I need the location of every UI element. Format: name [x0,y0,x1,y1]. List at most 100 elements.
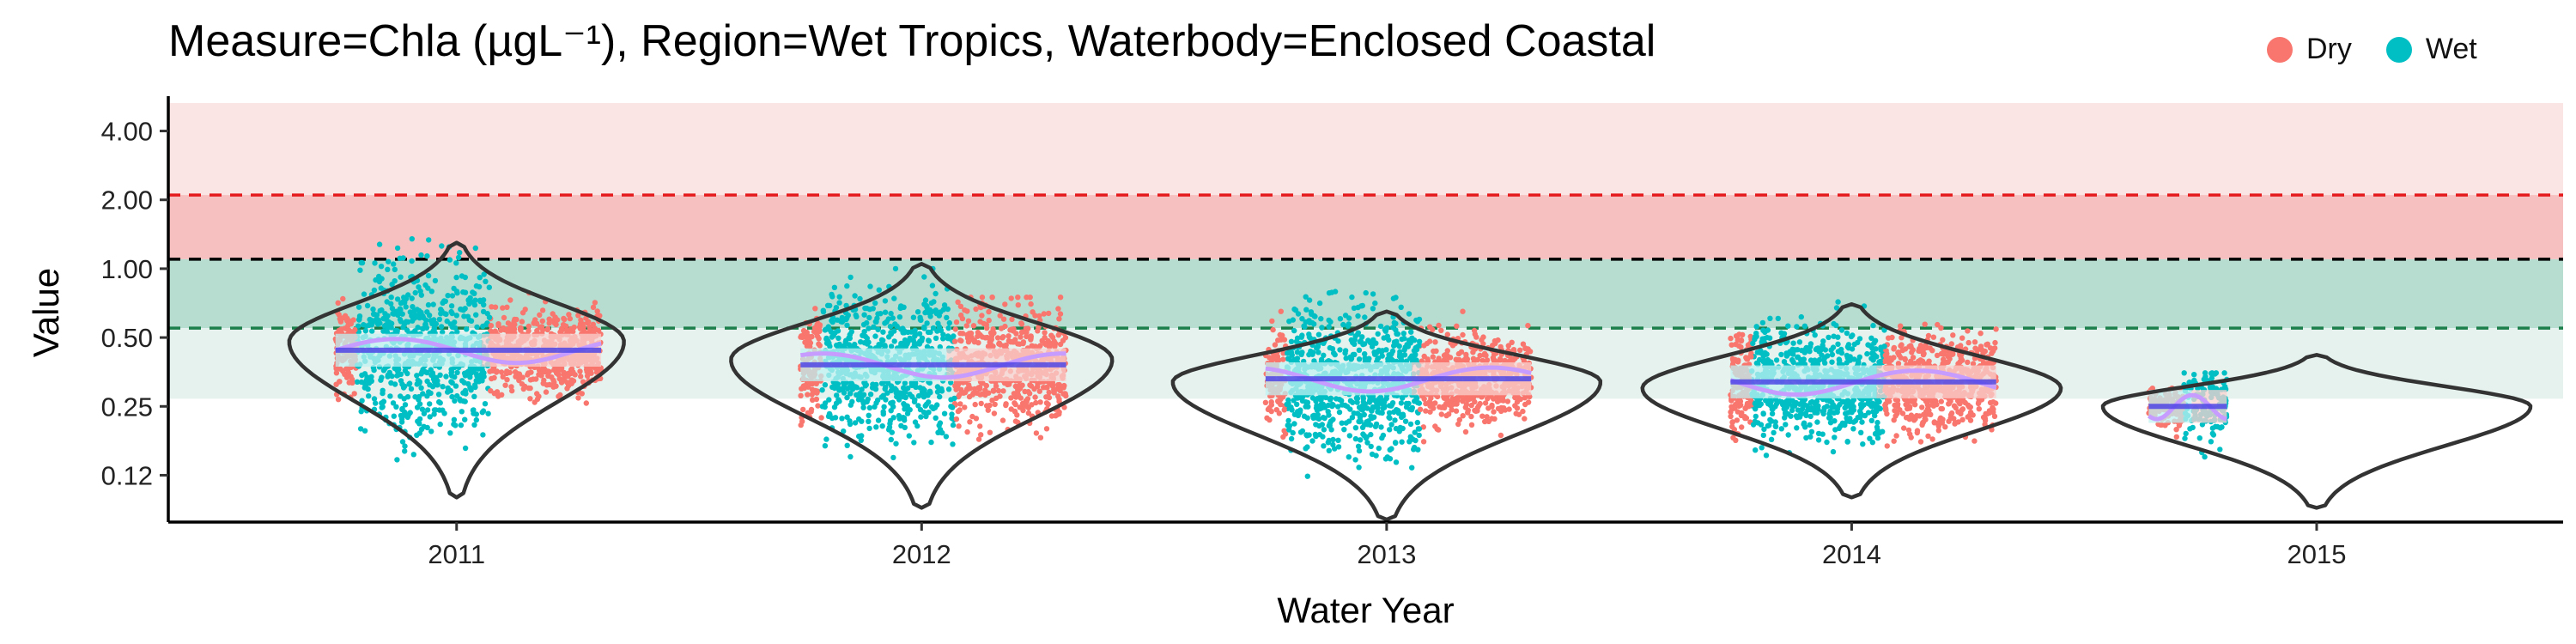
data-point [570,369,576,375]
data-point [355,323,361,329]
data-point [808,409,814,415]
data-point [370,306,376,313]
data-point [941,302,948,308]
data-point [1356,347,1363,353]
data-point [394,457,400,463]
data-point [556,393,562,399]
data-point [977,423,983,429]
data-point [921,274,927,280]
data-point [1388,402,1395,409]
data-point [577,325,584,331]
data-point [424,378,430,385]
data-point [1272,342,1279,348]
data-point [1907,431,1913,437]
data-point [811,328,817,335]
data-point [575,313,581,319]
data-point [1026,391,1033,397]
data-point [419,406,426,412]
data-point [829,318,835,324]
data-point [979,295,986,301]
data-point [1269,318,1275,325]
data-point [1492,416,1498,422]
data-point [1763,453,1770,459]
data-point [891,338,897,344]
data-point [933,335,939,342]
data-point [937,420,944,426]
data-point [1375,355,1381,362]
data-point [970,337,976,343]
data-point [1327,395,1334,401]
data-point [933,415,939,421]
data-point [1349,415,1356,421]
data-point [495,321,501,327]
data-point [862,305,868,312]
data-point [1931,402,1938,408]
data-point [421,423,427,429]
data-point [1394,407,1401,414]
data-point [857,295,863,302]
data-point [874,397,881,404]
reference-band-1 [168,195,2563,259]
data-point [390,400,397,406]
data-point [1326,324,1332,330]
data-point [1342,313,1349,319]
data-point [1891,344,1898,351]
data-point [823,436,829,442]
data-point [1280,434,1286,440]
data-point [921,324,927,331]
legend-item-wet: Wet [2385,33,2477,66]
data-point [393,404,399,410]
data-point [355,304,362,310]
data-point [1047,342,1053,348]
data-point [1416,432,1422,439]
data-point [1436,322,1442,329]
data-point [337,379,343,385]
data-point [471,382,478,388]
data-point [1473,334,1479,340]
data-point [871,324,877,330]
data-point [1453,408,1460,414]
data-point [460,289,466,295]
data-point [813,396,820,403]
data-point [913,384,919,390]
data-point [818,415,824,421]
data-point [584,373,591,379]
data-point [847,331,854,338]
data-point [836,341,842,348]
data-point [527,396,533,402]
data-point [831,404,838,410]
data-point [872,404,878,410]
data-point [956,423,962,429]
data-point [377,320,383,326]
data-point [526,323,532,330]
data-point [966,393,973,400]
data-point [1472,407,1478,414]
data-point [1400,411,1406,417]
data-point [1303,307,1309,313]
data-point [1483,352,1489,359]
data-point [810,397,816,403]
data-point [1337,316,1344,322]
data-point [487,368,493,374]
data-point [403,304,409,310]
data-point [914,341,920,347]
data-point [389,373,395,380]
data-point [399,439,406,445]
data-point [878,394,884,400]
data-point [1831,320,1837,327]
data-point [1019,382,1025,388]
data-point [915,403,921,409]
data-point [412,289,418,296]
data-point [964,308,970,314]
data-point [1759,319,1766,326]
data-point [805,392,811,398]
data-point [841,390,848,396]
data-point [544,326,550,333]
data-point [467,385,473,391]
data-point [462,274,468,281]
data-point [472,365,479,371]
data-point [804,329,810,336]
data-point [1978,331,1984,337]
data-point [1471,327,1478,334]
data-point [901,342,907,348]
